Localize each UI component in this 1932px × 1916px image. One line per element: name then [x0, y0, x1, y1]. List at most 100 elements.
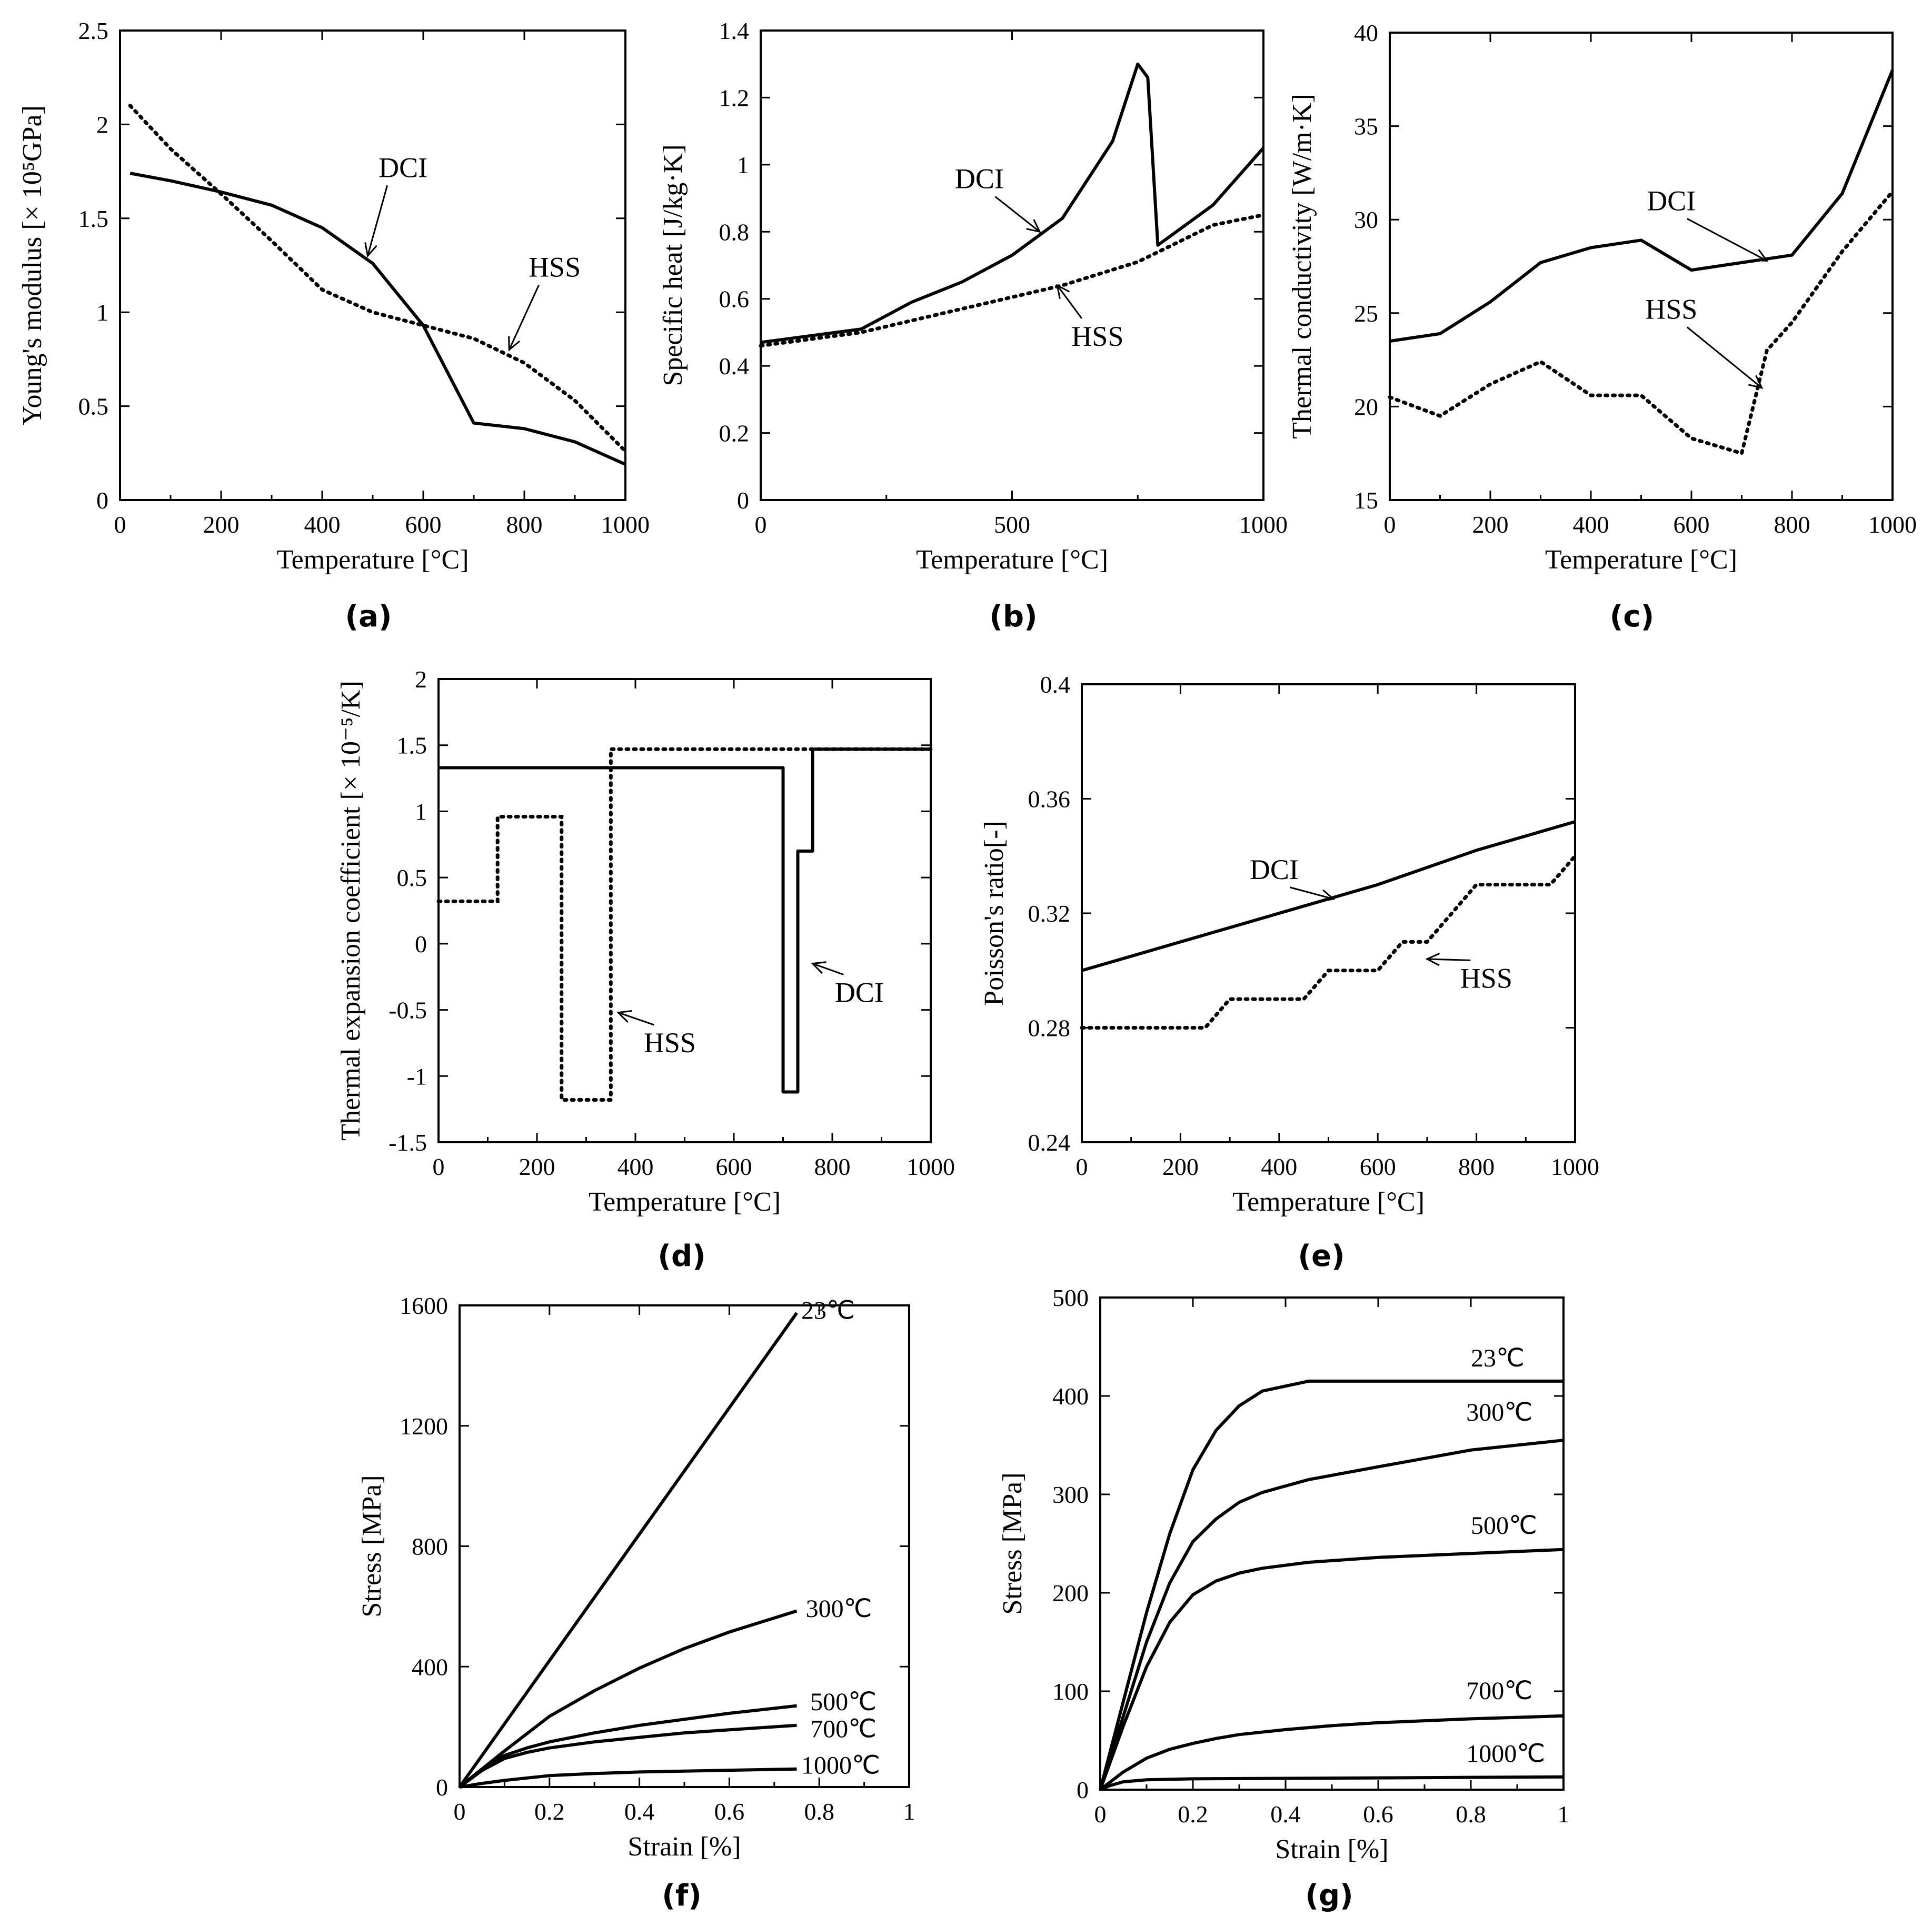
x-axis-title: Temperature [°C] [916, 545, 1108, 575]
series-line-DCI [130, 172, 626, 466]
arrow-head [616, 1010, 632, 1023]
x-tick-label: 200 [1472, 511, 1509, 538]
series-line-500℃ [1099, 1548, 1564, 1791]
y-axis-title: Thermal expansion coefficient [× 10⁻⁵/K] [336, 681, 366, 1141]
y-tick-label: 0.2 [719, 420, 750, 447]
x-tick-label: 0 [114, 511, 126, 538]
y-tick-label: 0 [436, 1774, 448, 1801]
curve-label: 300℃ [806, 1595, 872, 1623]
arrow-head [1026, 219, 1041, 233]
x-tick-label: 0.6 [714, 1798, 745, 1825]
y-tick-label: 30 [1354, 206, 1378, 233]
y-axis-title: Poisson's ratio[-] [979, 821, 1009, 1006]
y-tick-label: 1200 [400, 1413, 448, 1440]
y-tick-label: 1 [737, 152, 749, 178]
x-tick-label: 0.2 [534, 1798, 565, 1825]
y-tick-label: 1 [415, 798, 427, 825]
panel-label: (f) [662, 1879, 702, 1913]
y-axis-title: Young's modulus [× 10⁵GPa] [17, 105, 47, 425]
y-tick-label: 0 [415, 931, 427, 957]
series-annotation: DCI [1250, 854, 1299, 885]
arrow-head [1748, 375, 1764, 390]
curve-label: 23℃ [801, 1297, 855, 1325]
x-axis-title: Temperature [°C] [276, 545, 469, 575]
x-tick-label: 1 [1558, 1801, 1570, 1828]
panel-label: (c) [1610, 600, 1654, 634]
x-tick-label: 400 [1261, 1153, 1297, 1180]
x-tick-label: 0 [1076, 1153, 1088, 1180]
y-tick-label: 20 [1354, 393, 1378, 420]
x-tick-label: 1000 [907, 1153, 955, 1180]
y-tick-label: 0 [737, 487, 749, 514]
annotation-arrow [1427, 958, 1471, 961]
arrow-head [1320, 889, 1336, 903]
y-tick-label: 2 [96, 111, 108, 138]
x-tick-label: 1000 [601, 511, 650, 538]
x-tick-label: 0 [755, 511, 767, 538]
chart-panel-d: 0 200 400 600 800 1000 -1.5 -1 -0.5 0 0.5 1 1.5 2 Temp… [336, 666, 955, 1273]
curve-label: 1000℃ [1466, 1740, 1545, 1768]
x-axis-title: Temperature [°C] [589, 1187, 781, 1217]
series-line-23℃ [1099, 1379, 1563, 1790]
series-line-HSS [436, 747, 933, 1102]
annotation-arrow [812, 963, 844, 975]
series-line-300℃ [459, 1609, 798, 1789]
y-tick-label: 1600 [400, 1292, 448, 1319]
panel-label: (g) [1305, 1879, 1353, 1913]
arrow-head [1753, 249, 1769, 262]
x-tick-label: 0.8 [804, 1798, 834, 1825]
y-tick-label: 0.36 [1028, 786, 1071, 813]
y-tick-label: 25 [1354, 300, 1378, 327]
y-tick-label: 40 [1354, 19, 1378, 46]
curve-label: 300℃ [1466, 1399, 1532, 1426]
series-annotation: HSS [529, 251, 581, 283]
x-axis-title: Temperature [°C] [1232, 1187, 1425, 1217]
y-tick-label: 0.5 [397, 864, 427, 891]
x-tick-label: 600 [405, 511, 442, 538]
arrow-head [1425, 953, 1440, 966]
x-tick-label: 800 [1774, 511, 1810, 538]
x-tick-label: 1 [903, 1798, 915, 1825]
annotation-arrow [618, 1012, 654, 1026]
x-tick-label: 0 [1384, 511, 1396, 538]
series-line-DCI [1081, 820, 1576, 972]
x-tick-label: 400 [618, 1153, 654, 1180]
y-tick-label: 400 [1052, 1383, 1089, 1410]
series-line-HSS [1388, 189, 1895, 456]
y-tick-label: 0 [96, 487, 108, 514]
curve-label: 700℃ [810, 1715, 877, 1743]
y-tick-label: 0.24 [1028, 1129, 1071, 1156]
series-line-HSS [128, 104, 628, 453]
x-tick-label: 1000 [1551, 1153, 1599, 1180]
series-line-300℃ [1099, 1439, 1564, 1790]
y-axis-title: Specific heat [J/kg·K] [658, 144, 688, 386]
x-tick-label: 600 [1674, 511, 1710, 538]
y-axis-title: Thermal conductivity [W/m·K] [1287, 94, 1317, 439]
series-line-HSS [759, 213, 1266, 348]
series-annotation: DCI [379, 152, 427, 183]
series-annotation: HSS [1460, 962, 1512, 994]
panel-label: (b) [989, 600, 1037, 634]
arrow-head [811, 961, 826, 974]
x-tick-label: 0.2 [1178, 1801, 1208, 1828]
x-tick-label: 600 [1360, 1153, 1396, 1180]
x-tick-label: 0 [1094, 1801, 1107, 1828]
x-tick-label: 200 [203, 511, 240, 538]
curve-label: 23℃ [1471, 1344, 1525, 1372]
y-tick-label: 1 [96, 299, 108, 326]
y-tick-label: 0 [1077, 1777, 1089, 1803]
annotation-arrow [366, 185, 389, 256]
curve-label: 700℃ [1466, 1677, 1532, 1705]
plot-frame [1389, 32, 1894, 501]
chart-panel-e: 0 200 400 600 800 1000 0.24 0.28 0.32 0.36 0.4 Temp… [979, 671, 1599, 1273]
y-tick-label: 1.2 [719, 84, 750, 111]
series-line-DCI [760, 62, 1265, 344]
annotation-arrow [1057, 285, 1083, 319]
series-annotation: HSS [1645, 293, 1697, 325]
x-tick-label: 400 [304, 511, 341, 538]
y-axis-title: Stress [MPa] [357, 1475, 387, 1617]
y-tick-label: 500 [1052, 1284, 1089, 1311]
series-line-1000℃ [459, 1767, 797, 1789]
x-tick-label: 200 [1162, 1153, 1199, 1180]
